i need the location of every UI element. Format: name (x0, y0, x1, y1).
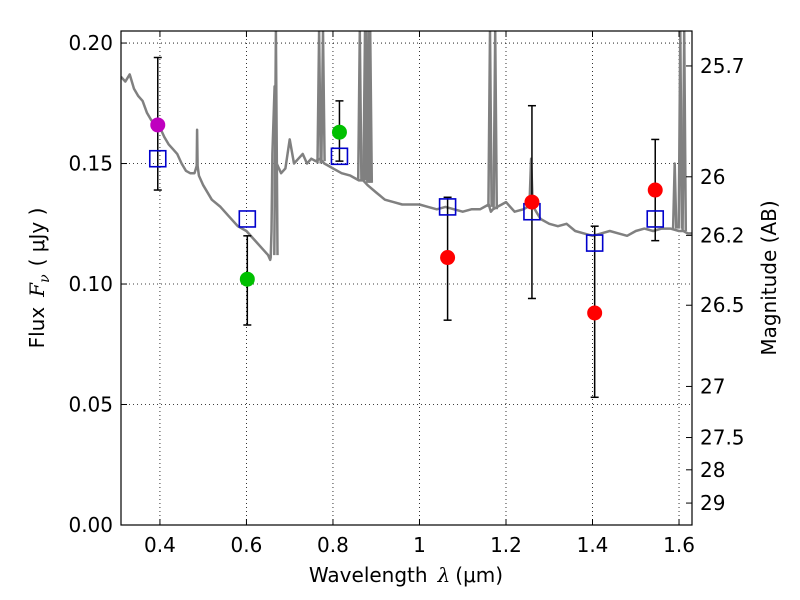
model-photometry-square (438, 198, 457, 216)
photometry-point (239, 271, 255, 287)
emission-line-spike (356, 31, 363, 181)
x-axis-label: Wavelength λ (μm) (309, 563, 503, 587)
y-tick-label: 0.20 (68, 31, 113, 55)
y-tick-label: 0.00 (68, 513, 113, 537)
y-tick-label: 0.05 (68, 393, 113, 417)
x-tick-label: 1.2 (490, 533, 522, 557)
magnitude-tick-label: 26 (700, 165, 725, 189)
emission-line-spike (273, 31, 279, 256)
magnitude-tick-label: 27.5 (700, 426, 745, 450)
y-tick-label: 0.10 (68, 272, 113, 296)
y-tick-label: 0.15 (68, 152, 113, 176)
photometry-point (331, 124, 347, 140)
model-photometry-square (585, 234, 604, 252)
photometry-point (647, 182, 663, 198)
magnitude-tick-label: 29 (700, 491, 725, 515)
emission-line-spike (320, 31, 326, 162)
emission-line-spike (677, 31, 684, 229)
model-photometry-square (148, 149, 167, 168)
error-bar-layer (153, 56, 660, 399)
x-tick-label: 0.6 (231, 533, 263, 557)
x-tick-label: 0.4 (144, 533, 176, 557)
photometry-point (587, 305, 603, 321)
model-photometry-square (330, 147, 349, 166)
x-tick-label: 1 (413, 533, 426, 557)
model-spectrum-line (121, 73, 692, 262)
x-tick-label: 0.8 (317, 533, 349, 557)
plot-frame (120, 30, 693, 526)
model-photometry-square (646, 210, 665, 228)
magnitude-tick-label: 28 (700, 458, 725, 482)
emission-line-spike (316, 31, 322, 164)
emission-line-spike (492, 31, 499, 210)
x-tick-label: 1.4 (577, 533, 609, 557)
emission-line-spike (671, 162, 678, 229)
magnitude-tick-label: 26.2 (700, 223, 745, 247)
y-axis-label: FluxFν( μJy ) (25, 208, 53, 349)
x-tick-label: 1.6 (663, 533, 695, 557)
magnitude-tick-label: 25.7 (700, 54, 745, 78)
emission-line-spike (487, 31, 493, 207)
photometry-point (524, 194, 540, 210)
spectrum-layer (121, 31, 692, 262)
emission-line-spike (681, 31, 688, 232)
photometry-layer (148, 117, 665, 321)
magnitude-tick-label: 26.5 (700, 293, 745, 317)
tick-layer: 0.4 0.6 0.8 1 1.2 1.4 1.6 0.00 0.05 0.10 0.15 0.20 2… (68, 31, 745, 557)
photometry-point (150, 117, 166, 133)
magnitude-tick-label: 27 (700, 374, 725, 398)
emission-line-spike (367, 31, 374, 183)
magnitude-axis-label: Magnitude (AB) (757, 200, 781, 355)
photometry-point (440, 250, 456, 266)
grid (121, 31, 692, 526)
model-photometry-square (238, 210, 257, 228)
